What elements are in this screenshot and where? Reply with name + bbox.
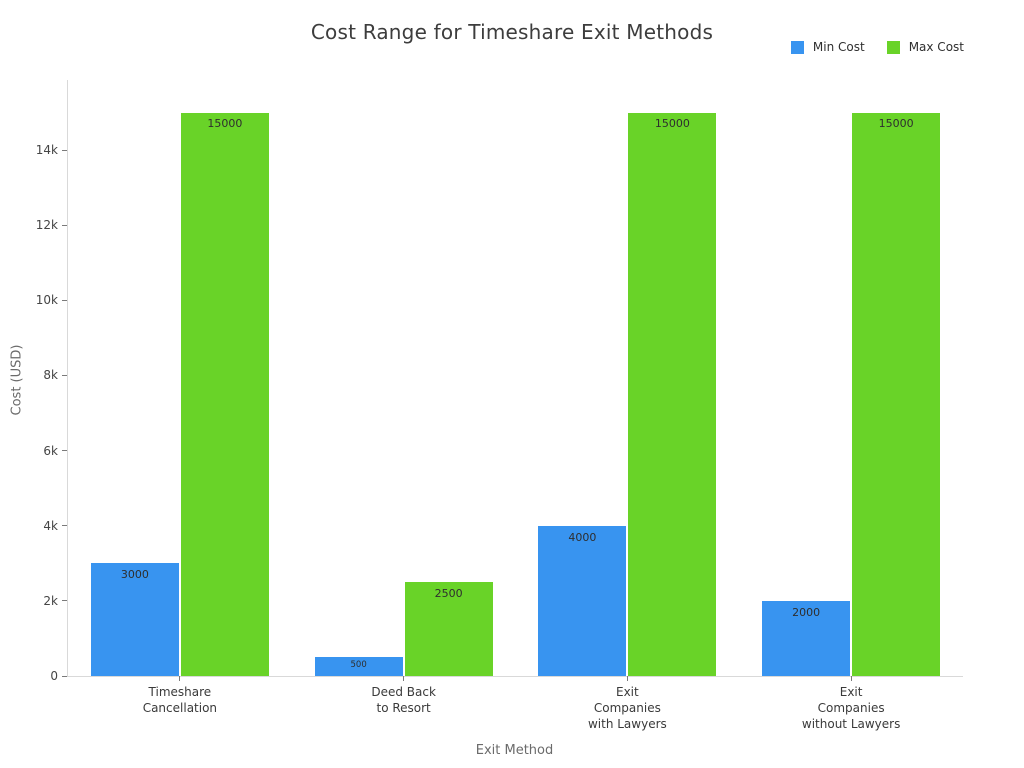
bar-min-cost-deed-back-to-resort bbox=[314, 657, 403, 676]
plot-area: 0 2k 4k 6k 8k 10k 12k 14k 3000 15000 Timeshare Canc… bbox=[36, 80, 963, 730]
bar-max-cost-exit-companies-with-lawyers bbox=[628, 112, 717, 676]
y-tick-label: 4k bbox=[43, 518, 58, 533]
legend-label: Max Cost bbox=[908, 40, 964, 54]
y-tick-mark bbox=[62, 600, 67, 602]
x-category-label: without Lawyers bbox=[801, 717, 901, 731]
legend-item-max-cost[interactable]: Max Cost bbox=[886, 40, 964, 54]
y-tick-mark bbox=[62, 675, 67, 677]
bar-max-cost-exit-companies-without-lawyers bbox=[852, 112, 941, 676]
x-category-label: Companies bbox=[817, 701, 885, 715]
y-tick-label: 6k bbox=[43, 443, 58, 458]
x-category-label: Deed Back bbox=[371, 685, 436, 699]
legend: Min Cost Max Cost bbox=[790, 40, 964, 54]
y-tick-mark bbox=[62, 224, 67, 226]
x-tick-mark bbox=[179, 676, 181, 681]
x-category-label: Exit bbox=[616, 685, 639, 699]
y-tick-mark bbox=[62, 374, 67, 376]
y-tick-mark bbox=[62, 299, 67, 301]
x-axis-title: Exit Method bbox=[475, 743, 554, 758]
y-tick-label: 0 bbox=[50, 669, 58, 683]
x-category-label: Exit bbox=[839, 685, 863, 699]
y-tick-mark bbox=[62, 450, 67, 452]
chart-title: Cost Range for Timeshare Exit Methods bbox=[310, 20, 714, 44]
y-tick-label: 12k bbox=[35, 218, 58, 233]
y-tick-mark bbox=[62, 525, 67, 527]
bar-max-cost-deed-back-to-resort bbox=[404, 582, 493, 676]
legend-swatch-min-cost bbox=[790, 40, 804, 54]
bar-min-cost-exit-companies-without-lawyers bbox=[762, 600, 851, 676]
bar-min-cost-exit-companies-with-lawyers bbox=[538, 525, 627, 676]
bar-max-cost-timeshare-cancellation bbox=[180, 112, 269, 676]
y-tick-label: 10k bbox=[35, 293, 58, 308]
x-tick-mark bbox=[850, 676, 852, 681]
x-category-label: Timeshare bbox=[148, 685, 212, 699]
legend-label: Min Cost bbox=[812, 40, 865, 54]
x-category-label: Companies bbox=[593, 701, 661, 715]
x-tick-mark bbox=[403, 676, 405, 681]
bar-min-cost-timeshare-cancellation bbox=[90, 563, 179, 676]
y-tick-label: 2k bbox=[43, 593, 58, 608]
x-category-label: with Lawyers bbox=[587, 717, 667, 731]
x-category-label: Cancellation bbox=[142, 701, 218, 715]
x-category-label: to Resort bbox=[376, 701, 431, 715]
legend-item-min-cost[interactable]: Min Cost bbox=[790, 40, 865, 54]
legend-swatch-max-cost bbox=[886, 40, 900, 54]
x-tick-mark bbox=[626, 676, 628, 681]
y-tick-label: 14k bbox=[35, 143, 58, 158]
y-tick-label: 8k bbox=[43, 368, 58, 383]
y-tick-mark bbox=[62, 149, 67, 151]
